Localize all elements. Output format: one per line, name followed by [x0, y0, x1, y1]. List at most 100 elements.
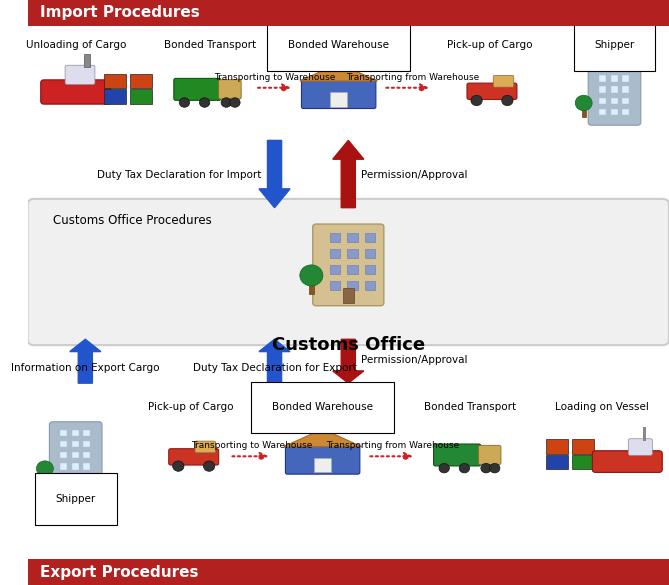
Text: Bonded Transport: Bonded Transport: [165, 40, 256, 50]
Bar: [622, 64, 629, 70]
Circle shape: [36, 461, 54, 476]
Text: Duty Tax Declaration for Import: Duty Tax Declaration for Import: [97, 170, 262, 181]
FancyBboxPatch shape: [65, 66, 95, 85]
FancyBboxPatch shape: [27, 559, 669, 585]
Circle shape: [471, 95, 482, 106]
Bar: [599, 75, 606, 81]
FancyArrow shape: [70, 339, 101, 383]
Circle shape: [229, 98, 240, 107]
Text: Duty Tax Declaration for Export: Duty Tax Declaration for Export: [193, 363, 357, 373]
FancyArrow shape: [332, 140, 364, 208]
Circle shape: [203, 461, 215, 472]
Bar: [622, 75, 629, 81]
Bar: [611, 109, 617, 115]
Bar: [547, 439, 568, 454]
Bar: [365, 249, 375, 258]
Bar: [84, 54, 90, 67]
Circle shape: [199, 98, 210, 107]
Bar: [330, 249, 340, 258]
Bar: [599, 87, 606, 93]
Bar: [622, 98, 629, 104]
FancyArrow shape: [259, 339, 290, 383]
Bar: [347, 265, 357, 274]
Circle shape: [490, 463, 500, 473]
Text: Customs Office: Customs Office: [272, 336, 425, 355]
Circle shape: [173, 461, 184, 472]
Bar: [611, 98, 617, 104]
Text: Pick-up of Cargo: Pick-up of Cargo: [447, 40, 532, 50]
Bar: [611, 75, 617, 81]
Bar: [72, 441, 79, 447]
Bar: [72, 474, 79, 481]
FancyBboxPatch shape: [286, 445, 360, 474]
FancyBboxPatch shape: [41, 80, 110, 104]
FancyBboxPatch shape: [302, 79, 376, 109]
FancyBboxPatch shape: [174, 78, 221, 101]
Circle shape: [439, 463, 450, 473]
Bar: [643, 427, 646, 441]
Bar: [611, 87, 617, 93]
Bar: [547, 455, 568, 469]
FancyBboxPatch shape: [27, 199, 669, 345]
Bar: [599, 64, 606, 70]
FancyArrow shape: [259, 140, 290, 208]
Bar: [72, 429, 79, 436]
Bar: [347, 249, 357, 258]
Bar: [60, 463, 67, 470]
Text: Bonded Transport: Bonded Transport: [424, 402, 516, 412]
Bar: [60, 441, 67, 447]
Bar: [330, 265, 340, 274]
Text: Shipper: Shipper: [56, 494, 96, 504]
FancyBboxPatch shape: [588, 56, 641, 125]
Circle shape: [221, 98, 231, 107]
Bar: [611, 64, 617, 70]
Bar: [84, 441, 90, 447]
Bar: [60, 474, 67, 481]
FancyBboxPatch shape: [467, 83, 517, 99]
Bar: [72, 463, 79, 470]
Bar: [130, 90, 152, 104]
Bar: [104, 90, 126, 104]
Bar: [104, 74, 126, 88]
Bar: [309, 280, 314, 294]
Bar: [365, 233, 375, 242]
Polygon shape: [284, 429, 361, 447]
Bar: [347, 233, 357, 242]
Circle shape: [575, 95, 592, 111]
Bar: [622, 87, 629, 93]
FancyBboxPatch shape: [27, 0, 669, 26]
Text: Transporting to Warehouse: Transporting to Warehouse: [214, 73, 335, 82]
FancyBboxPatch shape: [628, 439, 652, 455]
Text: Export Procedures: Export Procedures: [40, 565, 199, 580]
FancyArrow shape: [332, 339, 364, 383]
Bar: [347, 281, 357, 290]
Circle shape: [459, 463, 470, 473]
Polygon shape: [300, 63, 377, 81]
Text: Transporting to Warehouse: Transporting to Warehouse: [191, 442, 313, 450]
Bar: [330, 92, 347, 106]
Bar: [84, 452, 90, 459]
Bar: [365, 265, 375, 274]
Bar: [43, 472, 47, 483]
Bar: [84, 463, 90, 470]
Bar: [573, 455, 594, 469]
FancyBboxPatch shape: [434, 444, 481, 466]
Text: Loading on Vessel: Loading on Vessel: [555, 402, 648, 412]
Bar: [72, 452, 79, 459]
Text: Transporting from Warehouse: Transporting from Warehouse: [346, 73, 479, 82]
Bar: [84, 474, 90, 481]
Bar: [60, 429, 67, 436]
FancyBboxPatch shape: [219, 80, 242, 99]
FancyBboxPatch shape: [313, 224, 384, 306]
Bar: [365, 281, 375, 290]
Bar: [343, 288, 354, 303]
Text: Bonded Warehouse: Bonded Warehouse: [288, 40, 389, 50]
Bar: [130, 74, 152, 88]
Bar: [599, 109, 606, 115]
Bar: [330, 233, 340, 242]
FancyBboxPatch shape: [50, 422, 102, 491]
Text: Information on Export Cargo: Information on Export Cargo: [11, 363, 160, 373]
Bar: [314, 458, 331, 473]
Bar: [330, 281, 340, 290]
Circle shape: [300, 265, 323, 286]
